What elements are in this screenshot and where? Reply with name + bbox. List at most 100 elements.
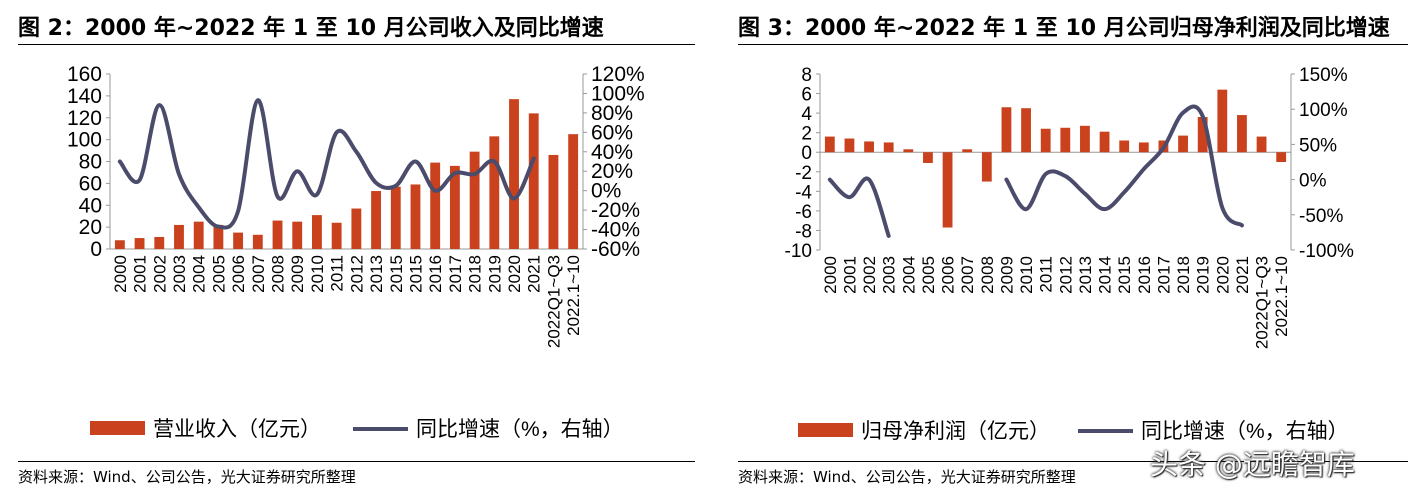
bar: [1080, 125, 1090, 153]
category-label: 2012: [347, 255, 366, 293]
right-axis-tick-label: 40%: [591, 141, 633, 164]
bar: [903, 149, 914, 153]
left-axis-tick-label: 6: [801, 85, 812, 106]
bar: [114, 240, 125, 249]
bar: [469, 151, 480, 249]
category-label: 2003: [880, 256, 899, 294]
left-axis-tick-label: 80: [79, 151, 102, 174]
category-label: 2017: [446, 255, 465, 293]
left-axis-tick-label: 40: [79, 194, 102, 217]
left-axis-tick-label: 100: [67, 129, 102, 152]
bar: [1276, 152, 1287, 162]
growth-line: [117, 98, 536, 230]
bar: [981, 152, 992, 182]
category-label: 2022Q1~Q3: [1253, 256, 1272, 349]
watermark: 头条 @远瞻智库: [1150, 448, 1355, 481]
bar: [174, 224, 184, 249]
source-note: 资料来源：Wind、公司公告，光大证券研究所整理: [18, 468, 356, 486]
category-label: 2021: [1233, 256, 1252, 294]
category-label: 2015: [387, 255, 406, 293]
left-axis-tick-label: 0: [90, 238, 102, 261]
category-label: 2018: [1174, 256, 1193, 294]
bar: [1001, 107, 1012, 153]
category-label: 2008: [269, 255, 288, 293]
category-label: 2001: [131, 255, 150, 293]
left-axis-tick-label: 140: [67, 85, 102, 108]
category-label: 2007: [249, 255, 268, 293]
right-axis-tick-label: 100%: [1299, 100, 1348, 121]
left-axis-tick-label: -10: [785, 241, 812, 262]
left-axis-tick-label: 20: [79, 216, 102, 239]
right-axis-tick-label: 80%: [591, 102, 633, 125]
category-label: 2000: [111, 255, 130, 293]
chart-title: 图 3：2000 年~2022 年 1 至 10 月公司归母净利润及同比增速: [738, 16, 1390, 41]
left-axis-tick-label: 120: [67, 107, 102, 130]
category-label: 2003: [170, 255, 189, 293]
category-label: 2015: [1115, 256, 1134, 294]
legend-bar-swatch: [90, 421, 145, 435]
legend-bar-label: 归母净利润（亿元）: [861, 420, 1050, 443]
category-label: 2020: [1213, 256, 1232, 294]
bar: [449, 165, 460, 249]
bar: [1237, 115, 1247, 153]
right-axis-tick-label: 50%: [1299, 135, 1337, 156]
bar: [1021, 108, 1031, 153]
bar: [331, 222, 342, 249]
left-axis-tick-label: 0: [801, 143, 812, 164]
bar: [1217, 89, 1228, 153]
bar: [568, 134, 579, 249]
bar: [213, 224, 224, 249]
left-axis-tick-label: -4: [795, 182, 812, 203]
category-label: 2011: [328, 255, 347, 292]
category-label: 2008: [978, 256, 997, 294]
left-axis-tick-label: -8: [795, 221, 812, 242]
bar: [923, 152, 933, 163]
right-axis-tick-label: -40%: [591, 219, 640, 242]
bar: [942, 152, 953, 228]
chart-panel-net-profit: 图 3：2000 年~2022 年 1 至 10 月公司归母净利润及同比增速 8…: [738, 0, 1408, 495]
bar: [312, 215, 322, 249]
bar: [509, 99, 519, 249]
category-label: 2022.1~10: [564, 255, 583, 336]
right-axis-tick-label: -50%: [1299, 206, 1343, 227]
legend-bar-swatch: [798, 423, 853, 437]
bar: [1178, 135, 1188, 153]
category-label: 2005: [209, 255, 228, 293]
category-label: 2007: [958, 256, 977, 294]
chart-panel-revenue: 图 2：2000 年~2022 年 1 至 10 月公司收入及同比增速 0 20 4…: [18, 0, 695, 495]
bar: [1060, 127, 1071, 153]
bar: [351, 208, 362, 249]
category-label: 2010: [308, 255, 327, 293]
bar: [844, 138, 855, 153]
right-axis-tick-label: -20%: [591, 199, 640, 222]
category-label: 2004: [190, 255, 209, 293]
bar: [489, 136, 500, 249]
right-axis-tick-label: -100%: [1299, 241, 1354, 262]
bar: [1138, 142, 1149, 153]
category-label: 2022.1~10: [1272, 256, 1291, 337]
category-label: 2000: [821, 256, 840, 294]
category-label: 2002: [860, 256, 879, 294]
chart-title: 图 2：2000 年~2022 年 1 至 10 月公司收入及同比增速: [18, 16, 604, 41]
category-label: 2017: [1154, 256, 1173, 294]
bar: [1119, 140, 1130, 153]
left-axis-tick-label: 160: [67, 63, 102, 86]
category-label: 2006: [229, 255, 248, 293]
bar: [1099, 131, 1110, 153]
bar: [883, 142, 894, 153]
bar: [1197, 117, 1208, 153]
left-axis-tick-label: 2: [801, 124, 812, 145]
category-label: 2013: [367, 255, 386, 293]
right-axis-tick-label: 60%: [591, 121, 633, 144]
right-axis-tick-label: 100%: [591, 82, 645, 105]
title-divider: [18, 44, 695, 45]
bar: [410, 184, 421, 249]
bar: [864, 141, 874, 153]
right-axis-tick-label: 20%: [591, 160, 633, 183]
category-label: 2018: [466, 255, 485, 293]
category-label: 2010: [1017, 256, 1036, 294]
right-axis-tick-label: -60%: [591, 238, 640, 261]
bar: [962, 149, 973, 153]
category-label: 2021: [525, 255, 544, 293]
bar: [193, 221, 204, 249]
